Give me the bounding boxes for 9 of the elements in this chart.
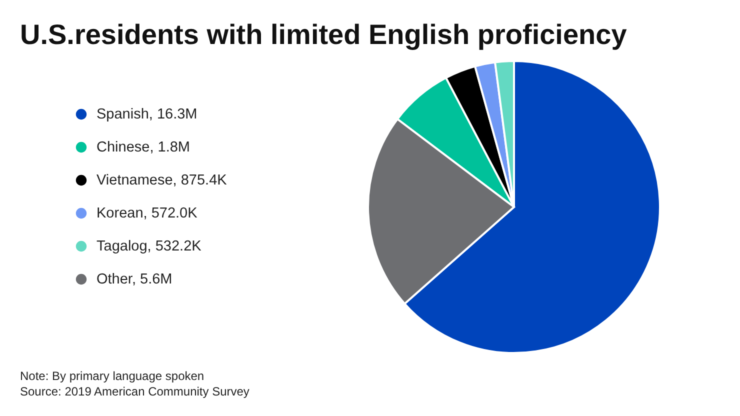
legend-label: Spanish, 16.3M: [96, 106, 198, 122]
legend-label: Other, 5.6M: [96, 271, 172, 288]
legend-label: Tagalog, 532.2K: [96, 238, 202, 254]
legend-label: Vietnamese, 875.4K: [96, 172, 228, 188]
source-note: Source: 2019 American Community Survey: [20, 384, 250, 398]
chart-title: U.S.residents with limited English proficiency: [20, 19, 628, 50]
legend-label: Korean, 572.0K: [96, 205, 198, 222]
text: Note: By primary language spoken: [20, 369, 204, 383]
legend-label: Chinese, 1.8M: [96, 139, 190, 156]
